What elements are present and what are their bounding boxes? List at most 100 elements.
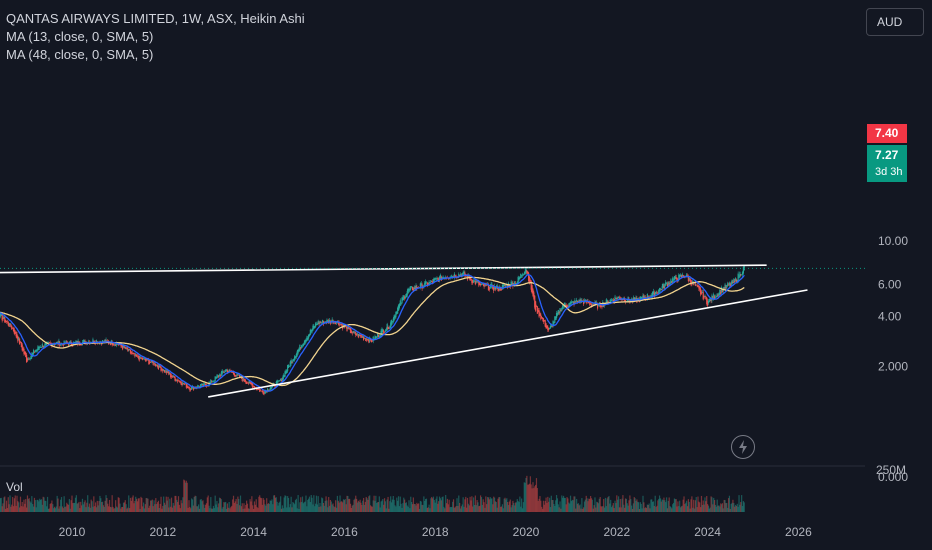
volume-bar (647, 505, 649, 512)
volume-bar (106, 498, 108, 512)
volume-bar (224, 502, 226, 512)
candle-body (275, 381, 277, 386)
candle-body (406, 291, 408, 296)
candle-body (140, 357, 142, 359)
volume-bar (32, 504, 34, 512)
candle-body (207, 385, 209, 387)
candle-body (183, 383, 185, 385)
candle-body (169, 373, 171, 375)
candle-body (147, 359, 149, 361)
volume-bar (466, 507, 468, 512)
volume-bar (479, 505, 481, 512)
candle-body (176, 379, 178, 381)
candle-body (252, 384, 254, 388)
volume-bar (610, 499, 612, 512)
candle-body (358, 334, 360, 336)
candle-body (239, 376, 242, 377)
candle-body (53, 344, 55, 345)
volume-bar (525, 477, 527, 512)
volume-bar (731, 502, 733, 512)
candle-body (184, 383, 186, 385)
candle-body (394, 315, 396, 318)
candle-body (670, 279, 672, 284)
volume-bar (164, 504, 167, 512)
currency-button[interactable]: AUD (866, 8, 924, 36)
candle-body (440, 276, 442, 281)
volume-bar (618, 507, 621, 512)
lightning-icon[interactable] (731, 435, 755, 459)
candle-body (452, 276, 454, 278)
candle-body (352, 330, 354, 333)
candle-body (651, 292, 654, 296)
candle-body (7, 321, 9, 326)
candle-body (530, 281, 532, 290)
candle-body (42, 345, 44, 348)
volume-bar (588, 498, 590, 512)
candle-body (646, 294, 648, 299)
volume-bar (281, 505, 284, 512)
volume-bar (225, 501, 227, 512)
volume-bar (501, 504, 504, 512)
candle-body (92, 339, 94, 343)
candle-body (43, 346, 45, 348)
volume-legend[interactable]: Vol (6, 480, 23, 494)
candle-body (549, 325, 552, 329)
volume-bar (419, 500, 421, 512)
volume-bar (152, 506, 154, 512)
ma-13-legend[interactable]: MA (13, close, 0, SMA, 5) (6, 29, 154, 44)
volume-bar (504, 497, 506, 512)
candle-body (284, 371, 286, 377)
volume-bar (61, 506, 63, 512)
upper-trendline[interactable] (0, 264, 767, 274)
volume-bar (246, 503, 249, 512)
volume-bar (214, 495, 216, 512)
candle-body (164, 370, 167, 372)
candle-body (500, 287, 502, 291)
candle-body (632, 297, 634, 301)
candle-body (377, 335, 380, 337)
volume-bar (216, 501, 218, 512)
volume-bar (547, 496, 549, 512)
volume-bar (394, 505, 396, 512)
volume-bar (244, 508, 246, 512)
volume-bar (398, 506, 401, 512)
volume-bar (212, 505, 215, 512)
candle-body (480, 283, 482, 286)
volume-bar (382, 498, 384, 512)
symbol-title[interactable]: QANTAS AIRWAYS LIMITED, 1W, ASX, Heikin … (6, 11, 305, 26)
time-tick-label: 2014 (240, 525, 267, 539)
candle-body (318, 322, 320, 325)
volume-bar (48, 508, 50, 512)
volume-bar (263, 499, 265, 512)
volume-bar (516, 499, 518, 512)
volume-bar (101, 502, 103, 512)
candle-body (412, 288, 414, 291)
candle-body (711, 295, 713, 301)
volume-bar (33, 497, 36, 512)
candle-body (569, 302, 571, 306)
volume-bar (170, 497, 173, 512)
candle-body (501, 284, 504, 290)
candle-body (266, 388, 269, 392)
candle-body (575, 301, 577, 303)
volume-bar (70, 500, 72, 512)
ma-48-legend[interactable]: MA (48, close, 0, SMA, 5) (6, 47, 154, 62)
volume-bar (556, 498, 559, 512)
volume-bar (195, 496, 197, 512)
candle-body (130, 351, 132, 354)
candle-body (545, 323, 547, 329)
candle-body (259, 389, 261, 392)
candle-body (656, 292, 658, 294)
candle-body (17, 336, 19, 342)
lower-trendline[interactable] (208, 289, 808, 398)
volume-bar (129, 508, 131, 512)
volume-bar (118, 497, 120, 512)
volume-bar (720, 504, 723, 512)
volume-bar (94, 506, 96, 512)
volume-bar (444, 508, 446, 512)
candle-body (328, 319, 331, 323)
volume-bar (17, 501, 19, 512)
candle-body (242, 377, 244, 380)
volume-bar (342, 499, 345, 512)
